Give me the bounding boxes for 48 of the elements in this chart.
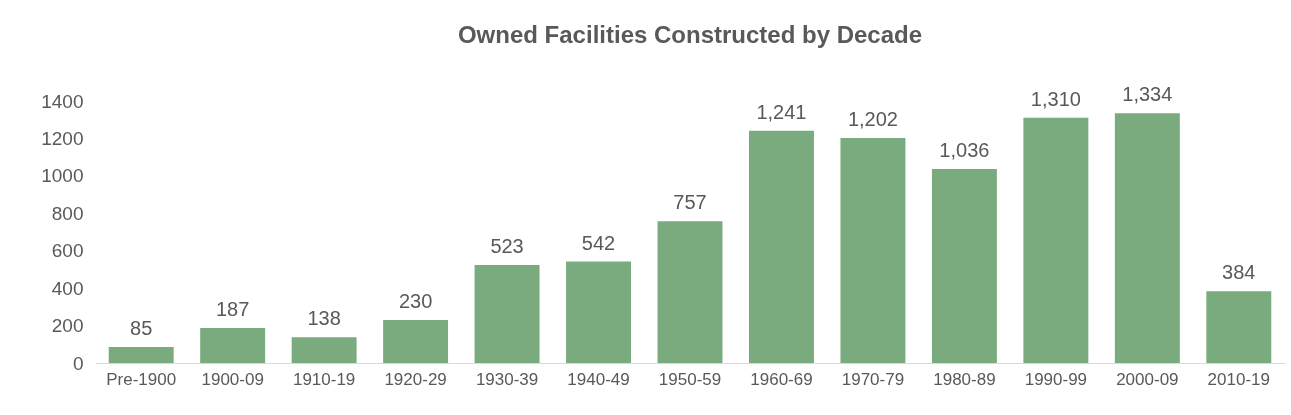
x-tick-label: 1980-89 [933,369,996,389]
data-label: 1,036 [939,139,990,162]
x-tick-label: 1910-19 [292,369,356,389]
bar [108,347,174,363]
x-tick-label: 2010-19 [1207,369,1270,389]
bar [566,261,631,363]
x-tick-label: 1990-99 [1024,369,1088,389]
bar [657,221,723,363]
y-tick-label: 200 [51,315,84,337]
data-label: 542 [581,231,616,254]
bar [1114,113,1180,363]
data-label: 1,241 [756,100,807,123]
bar [1023,117,1089,363]
y-tick-label: 1200 [41,127,84,149]
bar [840,138,906,363]
bar [291,337,357,363]
x-tick-label: Pre-1900 [106,369,177,389]
chart-title: Owned Facilities Constructed by Decade [457,21,923,49]
data-label: 1,310 [1030,87,1081,110]
x-tick-label: 1900-09 [201,369,264,389]
data-label: 187 [215,298,250,320]
data-label: 85 [130,317,153,340]
x-tick-label: 1930-39 [475,369,539,389]
y-tick-label: 800 [51,202,84,224]
data-label: 384 [1222,261,1256,284]
bar [200,328,266,363]
x-tick-label: 1950-59 [658,369,722,389]
x-tick-label: 1940-49 [567,369,630,389]
bar [383,319,449,363]
y-tick-label: 0 [72,352,84,374]
data-label: 1,202 [847,108,898,131]
data-label: 523 [490,235,524,258]
y-tick-label: 1000 [41,165,84,187]
y-tick-label: 600 [51,240,84,262]
x-tick-label: 1960-69 [750,369,813,389]
data-label: 138 [307,307,341,330]
bar [749,130,814,363]
y-tick-label: 400 [51,277,84,299]
x-tick-label: 1920-29 [384,369,447,389]
data-label: 757 [673,191,707,214]
x-tick-label: 2000-09 [1116,369,1179,389]
x-tick-label: 1970-79 [841,369,905,389]
bar [931,169,997,363]
bar [1206,291,1272,363]
data-label: 230 [398,289,433,312]
y-tick-label: 1400 [41,90,84,112]
bar [474,265,540,363]
data-label: 1,334 [1122,83,1173,106]
